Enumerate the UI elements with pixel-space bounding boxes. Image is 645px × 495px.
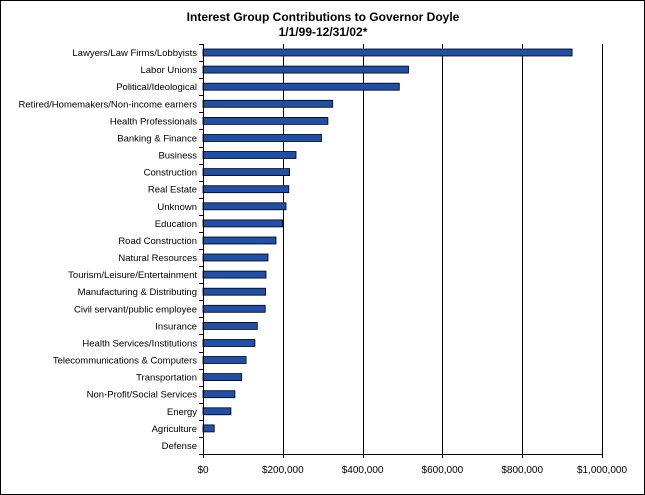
x-tick-labels: $0 $200,000 $400,000 $600,000 $800,000 $1,000… (197, 465, 627, 476)
bar (202, 117, 329, 125)
bar (202, 48, 573, 57)
category-label: Lawyers/Law Firms/Lobbyists (72, 48, 197, 59)
category-label: Business (158, 151, 197, 162)
category-label: Civil servant/public employee (74, 304, 197, 315)
category-label: Labor Unions (140, 65, 197, 76)
x-tick-label: $200,000 (262, 465, 304, 476)
bar (202, 373, 243, 382)
category-label: Manufacturing & Distributing (78, 287, 197, 298)
chart-title: Interest Group Contributions to Governor… (187, 10, 460, 24)
category-label: Telecommunications & Computers (53, 356, 197, 367)
bar (202, 304, 266, 313)
category-label: Real Estate (148, 185, 197, 196)
bar (202, 236, 277, 245)
bar (202, 339, 256, 347)
category-label: Health Services/Institutions (82, 339, 197, 350)
category-label: Tourism/Leisure/Entertainment (68, 270, 197, 281)
bar (202, 82, 400, 91)
bar (202, 356, 247, 364)
category-label: Transportation (136, 373, 197, 384)
bar (202, 134, 322, 142)
bar (202, 287, 266, 296)
category-label: Retired/Homemakers/Non-income earners (19, 99, 198, 110)
bar (202, 185, 290, 194)
x-tick-label: $400,000 (342, 465, 384, 476)
category-labels: Lawyers/Law Firms/Lobbyists Labor Unions P… (19, 48, 198, 452)
bar (202, 202, 287, 211)
category-label: Health Professionals (110, 116, 197, 127)
bar (202, 390, 236, 399)
category-label: Energy (167, 407, 197, 418)
bar (202, 151, 297, 159)
category-label: Road Construction (118, 236, 197, 247)
category-label: Unknown (157, 202, 197, 213)
category-label: Agriculture (152, 424, 197, 435)
bar (202, 424, 215, 433)
bar (202, 407, 232, 416)
x-tick-label: $600,000 (422, 465, 464, 476)
category-label: Political/Ideological (116, 82, 197, 93)
x-tick-label: $0 (197, 465, 209, 476)
axes (199, 44, 603, 458)
category-label: Natural Resources (118, 253, 197, 264)
chart-subtitle: 1/1/99-12/31/02* (279, 25, 368, 39)
category-label: Education (155, 219, 197, 230)
category-label: Construction (144, 168, 197, 179)
bar (202, 99, 334, 108)
bar (202, 253, 269, 262)
bar (202, 219, 284, 228)
bar (202, 321, 258, 330)
x-tick-label: $800,000 (501, 465, 543, 476)
gridlines (283, 44, 603, 454)
bars (202, 48, 573, 433)
bar (202, 168, 290, 177)
category-label: Banking & Finance (117, 134, 197, 145)
category-label: Defense (162, 441, 197, 452)
category-label: Insurance (155, 321, 197, 332)
bar (202, 270, 267, 279)
x-tick-label: $1,000,000 (577, 465, 627, 476)
bar (202, 65, 409, 74)
category-label: Non-Profit/Social Services (87, 390, 198, 401)
